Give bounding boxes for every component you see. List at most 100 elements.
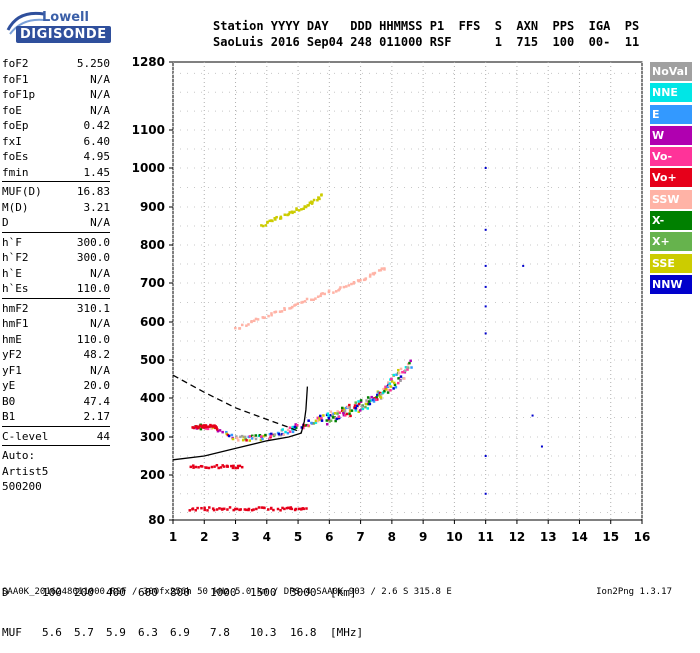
echo-point	[401, 370, 404, 374]
param-value: 110.0	[76, 332, 110, 346]
echo-point	[295, 207, 298, 210]
echo-point	[369, 273, 372, 277]
echo-point	[380, 267, 384, 270]
echo-point	[395, 373, 398, 376]
echo-point	[303, 205, 306, 208]
echo-point	[200, 506, 203, 510]
param-value: 47.4	[83, 394, 111, 408]
echo-point	[367, 400, 371, 403]
echo-point	[325, 419, 329, 422]
echo-point	[290, 507, 294, 511]
param-group-main: foF2 5.250 foF1 N/A foF1p N/A foE N/A foEp 0.42 fx…	[2, 56, 110, 180]
echo-point	[200, 465, 204, 468]
param-value: 6.40	[83, 134, 111, 148]
param-row: B0 47.4	[2, 394, 110, 410]
echo-point	[484, 332, 487, 335]
echo-point	[218, 429, 222, 432]
echo-point	[235, 507, 239, 511]
echo-point	[325, 422, 329, 426]
echo-point	[276, 507, 280, 511]
echo-point	[266, 221, 269, 224]
echo-point	[219, 466, 223, 469]
echo-point	[235, 435, 238, 438]
param-name: fxI	[2, 134, 22, 148]
echo-point	[293, 210, 296, 214]
echo-point	[334, 290, 338, 293]
echo-point	[204, 427, 207, 430]
echo-point	[293, 425, 297, 429]
echo-point	[356, 405, 359, 409]
echo-point	[239, 508, 242, 511]
echo-point	[282, 433, 285, 436]
echo-point	[326, 412, 330, 415]
table-cell: 1500	[250, 586, 277, 599]
echo-point	[238, 327, 242, 330]
echo-point	[278, 310, 282, 313]
echo-point	[254, 434, 258, 437]
echo-point	[217, 466, 220, 470]
param-name: fmin	[2, 165, 29, 179]
echo-point	[390, 380, 394, 383]
table-row-distance: D 100 200 400 600 800 1000 1500 3000 [km]	[2, 586, 378, 600]
echo-point	[382, 387, 385, 391]
echo-point	[366, 407, 370, 410]
echo-point	[327, 416, 331, 420]
echo-point	[531, 414, 534, 417]
echo-point	[248, 439, 251, 442]
echo-point	[208, 506, 211, 509]
echo-point	[215, 428, 219, 431]
param-name: h`F2	[2, 251, 29, 264]
echo-point	[261, 437, 264, 441]
auto-code: 500200	[2, 480, 42, 493]
echo-point	[287, 506, 290, 510]
echo-point	[316, 198, 319, 202]
param-name: foEp	[2, 119, 29, 132]
param-value: 110.0	[76, 282, 110, 295]
echo-point	[273, 311, 276, 314]
echo-point	[260, 506, 264, 509]
param-value: N/A	[90, 103, 110, 117]
echo-point	[397, 371, 401, 375]
divider	[2, 181, 110, 182]
echo-point	[196, 506, 199, 510]
echo-point	[286, 428, 290, 432]
echo-point	[318, 415, 321, 419]
echo-point	[373, 271, 377, 275]
echo-point	[250, 437, 254, 440]
echo-point	[377, 269, 381, 272]
echo-point	[273, 433, 277, 436]
echo-point	[316, 419, 320, 423]
echo-point	[257, 506, 261, 509]
echo-point	[357, 402, 361, 406]
echo-point	[197, 466, 200, 469]
echo-point	[320, 193, 323, 196]
echo-point	[390, 378, 393, 381]
echo-point	[206, 509, 209, 512]
param-name: yE	[2, 379, 16, 392]
echo-point	[291, 430, 295, 434]
echo-point	[409, 359, 412, 363]
echo-point	[231, 437, 235, 441]
echo-point	[349, 414, 352, 418]
echo-point	[387, 381, 390, 384]
echo-point	[374, 398, 378, 402]
y-tick-label: 900	[140, 200, 165, 214]
param-value: N/A	[90, 363, 110, 377]
echo-point	[318, 418, 321, 421]
echo-point	[297, 209, 301, 212]
echo-point	[319, 414, 322, 418]
echo-point	[311, 201, 314, 204]
echo-point	[312, 298, 315, 302]
echo-point	[215, 508, 219, 511]
echo-point	[333, 412, 337, 415]
echo-point	[284, 430, 287, 434]
echo-point	[368, 397, 372, 401]
param-value: 310.1	[76, 301, 110, 315]
echo-point	[302, 507, 305, 511]
echo-point	[380, 392, 383, 396]
echo-point	[373, 398, 376, 401]
echo-point	[204, 424, 208, 427]
echo-point	[288, 426, 292, 429]
echo-point	[484, 305, 487, 308]
echo-point	[194, 508, 197, 512]
